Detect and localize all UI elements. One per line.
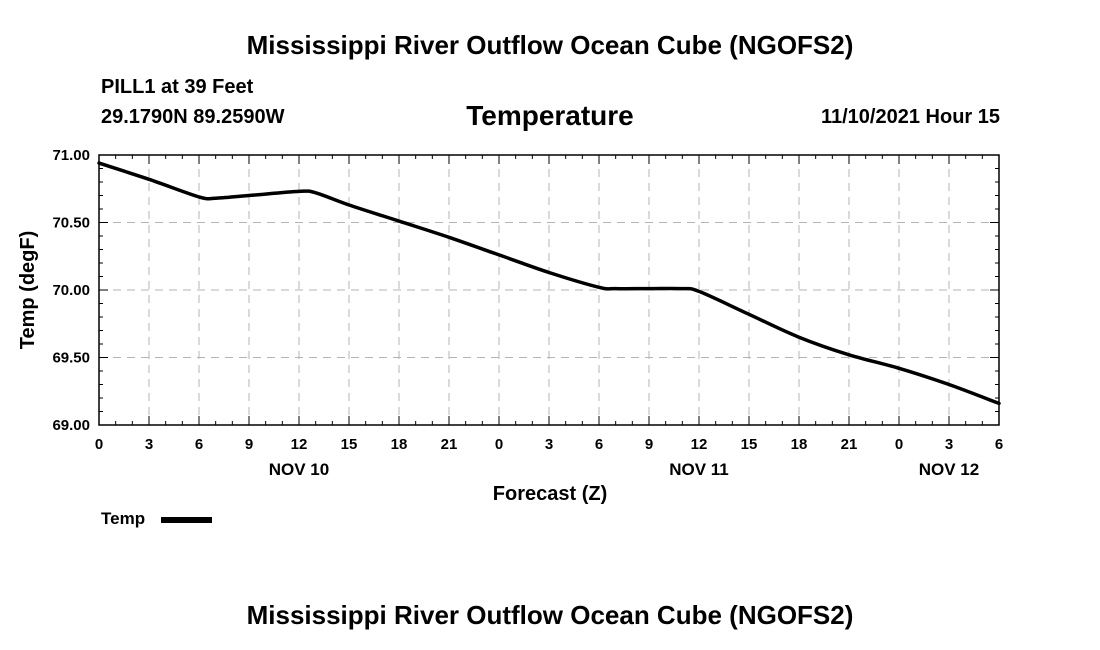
chart-title: Temperature xyxy=(466,100,634,131)
x-tick-label: 3 xyxy=(145,436,153,453)
x-tick-label: 6 xyxy=(995,436,1003,453)
station-label: PILL1 at 39 Feet xyxy=(101,76,254,98)
grid xyxy=(99,155,999,425)
forecast-time-label: 11/10/2021 Hour 15 xyxy=(820,106,1000,128)
legend-swatch xyxy=(161,517,212,523)
y-tick-label: 69.50 xyxy=(52,350,90,367)
x-tick-label: 3 xyxy=(945,436,953,453)
x-tick-label: 18 xyxy=(791,436,808,453)
x-axis-title: Forecast (Z) xyxy=(493,483,607,505)
bottom-title: Mississippi River Outflow Ocean Cube (NG… xyxy=(246,600,854,630)
x-tick-label: 9 xyxy=(245,436,253,453)
x-tick-label: 21 xyxy=(841,436,858,453)
y-tick-label: 69.00 xyxy=(52,417,90,434)
date-label: NOV 12 xyxy=(919,460,979,479)
main-title: Mississippi River Outflow Ocean Cube (NG… xyxy=(246,30,854,60)
y-tick-label: 70.00 xyxy=(52,282,90,299)
x-tick-label: 3 xyxy=(545,436,553,453)
x-tick-label: 15 xyxy=(741,436,758,453)
y-tick-label: 71.00 xyxy=(52,147,90,164)
x-tick-label: 18 xyxy=(391,436,408,453)
x-tick-label: 12 xyxy=(691,436,708,453)
series-line-temp xyxy=(97,161,1001,406)
x-tick-label: 9 xyxy=(645,436,653,453)
x-tick-label: 15 xyxy=(341,436,358,453)
x-tick-label: 0 xyxy=(95,436,103,453)
x-tick-label: 6 xyxy=(195,436,203,453)
x-tick-label: 6 xyxy=(595,436,603,453)
y-tick-label: 70.50 xyxy=(52,215,90,232)
date-label: NOV 11 xyxy=(669,460,729,479)
x-tick-label: 0 xyxy=(495,436,503,453)
coordinates-label: 29.1790N 89.2590W xyxy=(101,106,285,128)
x-tick-label: 21 xyxy=(441,436,458,453)
plot-frame xyxy=(98,154,1000,426)
axis-labels: 0 3 6 9 12 15 18 21 0 3 6 9 12 15 18 21 0 3 6 69.00 69.50 70.… xyxy=(52,147,1003,479)
date-label: NOV 10 xyxy=(269,460,329,479)
legend-label: Temp xyxy=(101,509,146,528)
y-axis-title: Temp (degF) xyxy=(17,231,39,350)
x-tick-label: 0 xyxy=(895,436,903,453)
x-tick-label: 12 xyxy=(291,436,308,453)
